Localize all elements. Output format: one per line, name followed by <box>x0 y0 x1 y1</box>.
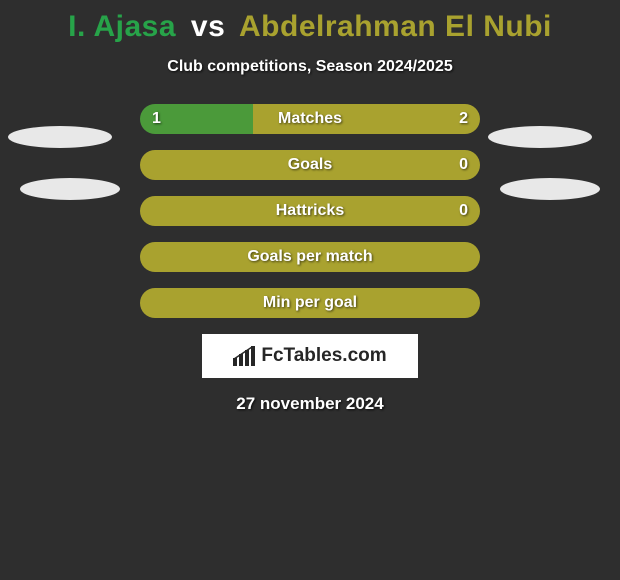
logo-text: FcTables.com <box>261 345 386 367</box>
bar-track <box>140 288 480 318</box>
avatar-placeholder <box>8 126 112 148</box>
bar-right <box>253 104 480 134</box>
vs-text: vs <box>191 10 225 43</box>
logo-box: FcTables.com <box>202 334 418 378</box>
bar-full <box>140 196 480 226</box>
stat-row: Goals0 <box>0 150 620 180</box>
avatar-placeholder <box>500 178 600 200</box>
bar-chart-icon <box>233 346 255 366</box>
bar-track <box>140 104 480 134</box>
comparison-title: I. Ajasa vs Abdelrahman El Nubi <box>0 0 620 44</box>
stat-row: Min per goal <box>0 288 620 318</box>
player2-name: Abdelrahman El Nubi <box>239 10 552 43</box>
bar-full <box>140 242 480 272</box>
subtitle: Club competitions, Season 2024/2025 <box>0 58 620 76</box>
avatar-placeholder <box>20 178 120 200</box>
logo: FcTables.com <box>233 345 386 367</box>
bar-full <box>140 150 480 180</box>
bar-track <box>140 242 480 272</box>
player1-name: I. Ajasa <box>68 10 176 43</box>
bar-track <box>140 196 480 226</box>
date-text: 27 november 2024 <box>0 394 620 414</box>
bar-track <box>140 150 480 180</box>
bar-left <box>140 104 253 134</box>
stat-row: Hattricks0 <box>0 196 620 226</box>
stat-row: Goals per match <box>0 242 620 272</box>
bar-full <box>140 288 480 318</box>
avatar-placeholder <box>488 126 592 148</box>
